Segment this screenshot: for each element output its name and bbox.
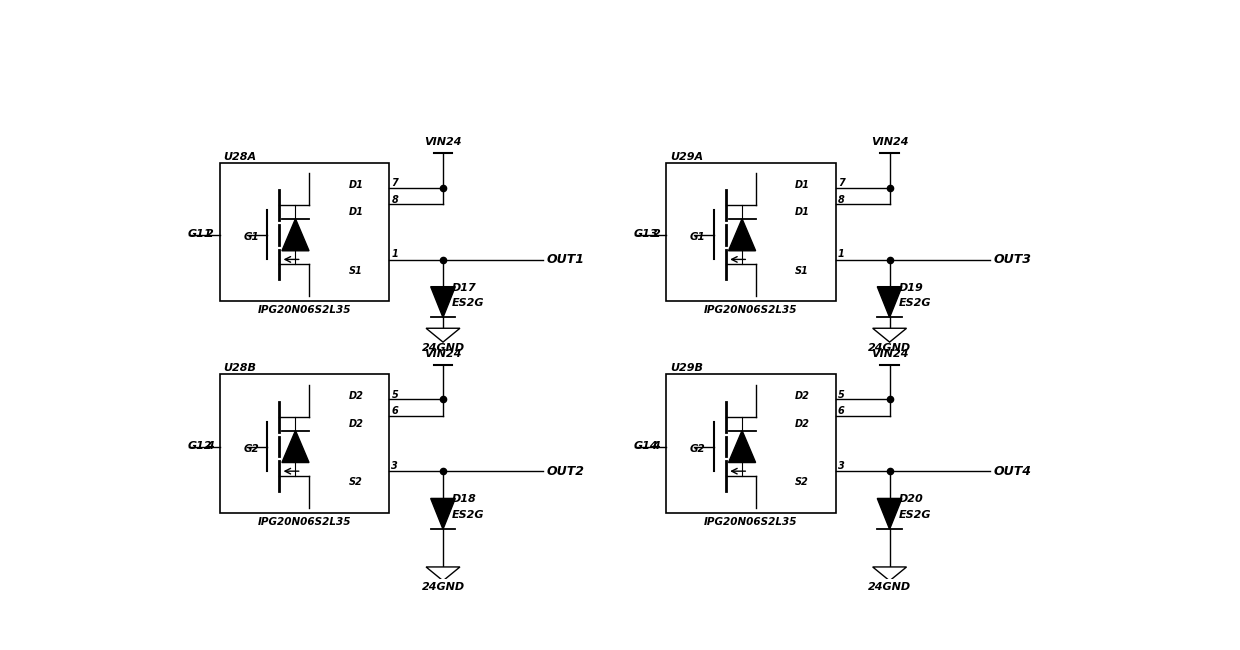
- Text: OUT3: OUT3: [993, 254, 1032, 266]
- Text: D1: D1: [348, 207, 363, 217]
- Text: U29A: U29A: [670, 151, 703, 162]
- Text: U28B: U28B: [223, 363, 257, 373]
- Polygon shape: [427, 567, 460, 581]
- Text: 6: 6: [392, 406, 398, 417]
- Text: U29B: U29B: [670, 363, 703, 373]
- Text: 2: 2: [652, 229, 660, 239]
- Text: D18: D18: [453, 494, 477, 504]
- Text: S1: S1: [795, 266, 808, 276]
- Text: 7: 7: [838, 178, 844, 188]
- Text: D2: D2: [348, 419, 363, 429]
- Text: G2: G2: [689, 444, 706, 454]
- Text: 4: 4: [206, 441, 213, 451]
- Text: IPG20N06S2L35: IPG20N06S2L35: [704, 305, 797, 315]
- Polygon shape: [873, 328, 906, 342]
- Text: D17: D17: [453, 283, 477, 292]
- Text: G14: G14: [634, 441, 658, 451]
- Text: OUT2: OUT2: [547, 465, 585, 478]
- Text: D2: D2: [795, 419, 810, 429]
- Polygon shape: [729, 430, 755, 463]
- Text: IPG20N06S2L35: IPG20N06S2L35: [258, 305, 351, 315]
- Text: S2: S2: [348, 477, 362, 488]
- Polygon shape: [873, 567, 906, 581]
- Text: VIN24: VIN24: [424, 349, 461, 359]
- Polygon shape: [729, 219, 755, 251]
- Text: D1: D1: [795, 179, 810, 190]
- Text: 1: 1: [392, 250, 398, 259]
- Text: IPG20N06S2L35: IPG20N06S2L35: [258, 517, 351, 526]
- Polygon shape: [877, 499, 901, 529]
- Text: VIN24: VIN24: [424, 137, 461, 148]
- Text: 24GND: 24GND: [868, 582, 911, 592]
- Text: G1: G1: [689, 232, 706, 242]
- Text: IPG20N06S2L35: IPG20N06S2L35: [704, 517, 797, 526]
- Text: D19: D19: [899, 283, 924, 292]
- Text: 3: 3: [392, 461, 398, 471]
- Text: G12: G12: [187, 441, 212, 451]
- Text: 2: 2: [206, 229, 213, 239]
- Text: 8: 8: [392, 195, 398, 205]
- Text: D20: D20: [899, 494, 924, 504]
- Text: 5: 5: [838, 390, 844, 400]
- Text: 8: 8: [838, 195, 844, 205]
- Text: D1: D1: [795, 207, 810, 217]
- Text: 6: 6: [838, 406, 844, 417]
- Text: D2: D2: [348, 391, 363, 402]
- Text: G2: G2: [243, 444, 259, 454]
- Bar: [666, 162, 836, 302]
- Text: ES2G: ES2G: [453, 510, 485, 519]
- Text: 1: 1: [838, 250, 844, 259]
- Bar: [219, 162, 389, 302]
- Text: 24GND: 24GND: [422, 343, 465, 354]
- Text: G11: G11: [187, 229, 212, 239]
- Polygon shape: [430, 499, 455, 529]
- Text: S2: S2: [795, 477, 808, 488]
- Text: 7: 7: [392, 178, 398, 188]
- Polygon shape: [877, 287, 901, 317]
- Text: 24GND: 24GND: [422, 582, 465, 592]
- Polygon shape: [281, 219, 309, 251]
- Text: 5: 5: [392, 390, 398, 400]
- Text: G1: G1: [243, 232, 259, 242]
- Bar: [219, 374, 389, 513]
- Text: ES2G: ES2G: [899, 510, 931, 519]
- Text: S1: S1: [348, 266, 362, 276]
- Text: D1: D1: [348, 179, 363, 190]
- Bar: [666, 374, 836, 513]
- Text: 3: 3: [838, 461, 844, 471]
- Text: ES2G: ES2G: [899, 298, 931, 308]
- Text: 24GND: 24GND: [868, 343, 911, 354]
- Text: VIN24: VIN24: [870, 137, 909, 148]
- Text: OUT1: OUT1: [547, 254, 585, 266]
- Text: 4: 4: [652, 441, 660, 451]
- Polygon shape: [427, 328, 460, 342]
- Text: U28A: U28A: [223, 151, 257, 162]
- Text: ES2G: ES2G: [453, 298, 485, 308]
- Text: VIN24: VIN24: [870, 349, 909, 359]
- Text: G13: G13: [634, 229, 658, 239]
- Text: OUT4: OUT4: [993, 465, 1032, 478]
- Polygon shape: [281, 430, 309, 463]
- Polygon shape: [430, 287, 455, 317]
- Text: D2: D2: [795, 391, 810, 402]
